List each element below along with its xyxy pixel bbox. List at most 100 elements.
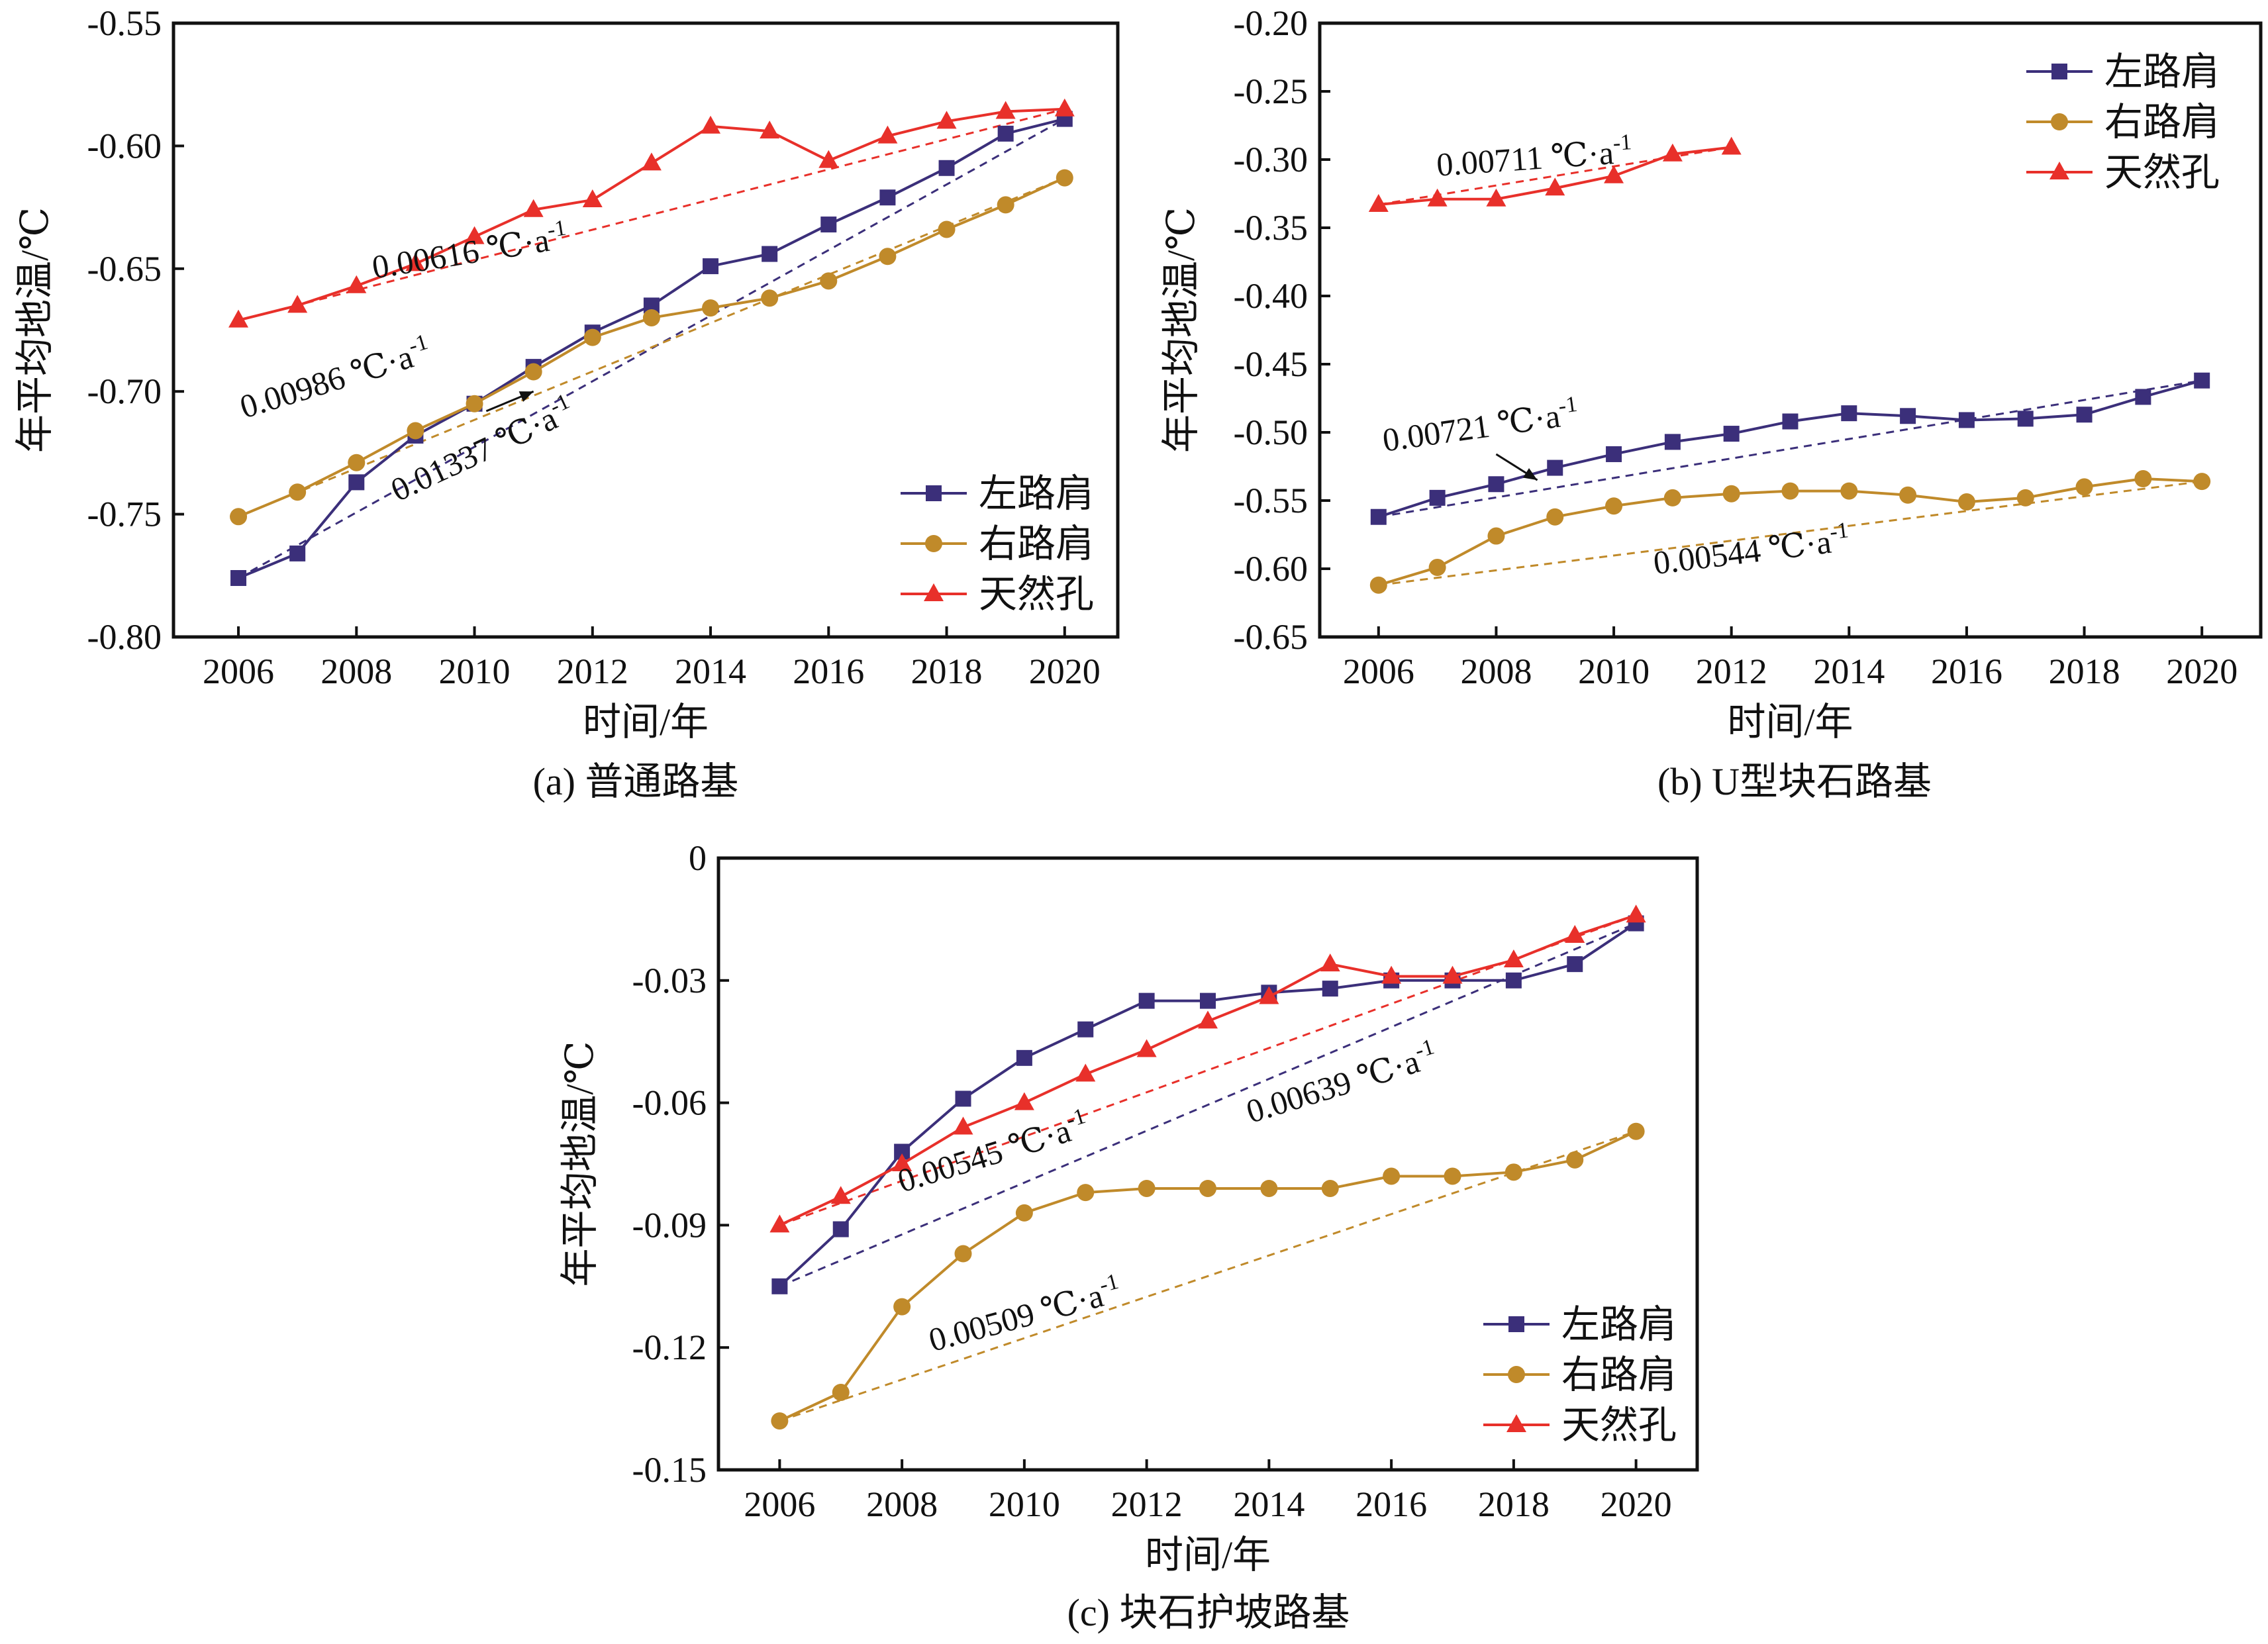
y-tick-label: -0.12: [632, 1328, 707, 1367]
data-point-right: [524, 363, 542, 381]
data-point-left: [1664, 434, 1681, 450]
data-point-left: [2076, 407, 2093, 423]
trend-rate-value: 0.00544 ℃·a: [1652, 523, 1834, 581]
data-point-left: [879, 189, 896, 206]
data-point-natural: [582, 189, 603, 207]
data-point-left: [1567, 956, 1583, 973]
data-point-natural: [769, 1214, 790, 1233]
data-point-natural: [1503, 949, 1524, 967]
data-point-natural: [228, 309, 249, 328]
data-point-right: [938, 220, 956, 238]
trend-rate-label: 0.00986 ℃·a-1: [235, 330, 436, 426]
data-point-natural: [1486, 188, 1506, 207]
plot-frame: [172, 21, 1120, 639]
data-point-left: [1958, 412, 1975, 428]
trend-rate-value: 0.00616 ℃·a: [370, 221, 552, 286]
legend-marker-left: [1508, 1316, 1524, 1332]
data-point-left: [1138, 992, 1155, 1009]
data-point-right: [832, 1383, 850, 1401]
y-tick-label: -0.80: [87, 617, 162, 657]
trend-rate-label: 0.00544 ℃·a-1: [1651, 518, 1851, 581]
trend-line-right: [238, 177, 1065, 518]
data-point-right: [2075, 478, 2093, 496]
annotation-arrowhead: [1522, 468, 1538, 481]
data-point-left: [2135, 389, 2151, 405]
data-point-right: [1444, 1167, 1461, 1185]
data-point-left: [1606, 446, 1622, 462]
data-point-right: [1957, 493, 1975, 511]
x-tick-label: 2020: [1601, 1484, 1672, 1524]
trend-rate-value: 0.00639 ℃·a: [1242, 1042, 1424, 1130]
y-tick-label: -0.65: [1234, 617, 1308, 657]
y-axis-label: 年平均地温/℃: [1159, 207, 1203, 453]
x-axis-label: 时间/年: [583, 701, 709, 744]
data-point-left: [1077, 1021, 1094, 1038]
y-tick-label: -0.09: [632, 1205, 707, 1245]
data-point-natural: [936, 111, 957, 129]
legend-label: 左路肩: [2104, 50, 2220, 93]
data-point-left: [1016, 1049, 1032, 1066]
data-point-right: [466, 395, 483, 412]
data-point-natural: [701, 115, 721, 134]
data-point-right: [1138, 1179, 1156, 1197]
x-tick-label: 2020: [1029, 652, 1101, 691]
data-point-left: [820, 217, 837, 233]
trend-rate-exponent: -1: [1828, 518, 1850, 544]
data-point-left: [938, 160, 955, 176]
x-tick-label: 2012: [1696, 652, 1767, 691]
data-point-natural: [1662, 143, 1683, 162]
y-tick-label: -0.75: [87, 495, 162, 534]
data-point-right: [1722, 485, 1740, 503]
x-tick-label: 2016: [1931, 652, 2002, 691]
legend-label: 天然孔: [2104, 151, 2220, 194]
data-point-left: [1200, 992, 1216, 1009]
x-tick-label: 2012: [1111, 1484, 1183, 1524]
plot-frame: [716, 856, 1699, 1472]
data-point-natural: [641, 152, 662, 171]
data-point-natural: [1565, 925, 1585, 943]
data-point-natural: [1427, 188, 1448, 207]
data-point-right: [702, 299, 720, 317]
data-point-right: [348, 454, 366, 471]
panel-a: -0.80 -0.75 -0.70 -0.65 -0.60 -0.55 2006 2008 20…: [13, 3, 1120, 803]
data-point-left: [1505, 972, 1522, 989]
data-point-right: [893, 1298, 911, 1316]
data-point-natural: [892, 1153, 912, 1171]
y-tick-label: -0.25: [1234, 72, 1308, 111]
data-point-right: [583, 328, 601, 346]
trend-rate-value: 0.00721 ℃·a: [1380, 397, 1562, 459]
y-tick-label: -0.45: [1234, 344, 1308, 384]
legend-label: 天然孔: [979, 573, 1094, 616]
y-tick-label: -0.40: [1234, 276, 1308, 316]
trend-rate-label: 0.00509 ℃·a-1: [924, 1269, 1125, 1359]
data-point-natural: [818, 150, 839, 168]
data-point-left: [771, 1278, 788, 1294]
trend-line-right: [779, 1130, 1637, 1422]
data-point-right: [1015, 1204, 1033, 1222]
x-tick-label: 2008: [320, 652, 392, 691]
data-point-left: [1370, 508, 1387, 525]
data-point-natural: [1054, 98, 1075, 117]
plot-frame: [1318, 21, 2263, 639]
x-tick-label: 2008: [1460, 652, 1532, 691]
data-point-left: [2017, 411, 2034, 427]
legend-marker-right: [2051, 113, 2068, 130]
data-point-right: [2193, 473, 2211, 491]
y-tick-label: -0.30: [1234, 140, 1308, 179]
y-tick-label: -0.50: [1234, 412, 1308, 452]
data-point-right: [2134, 470, 2152, 488]
legend-label: 右路肩: [2104, 101, 2220, 144]
x-tick-label: 2010: [989, 1484, 1060, 1524]
data-point-natural: [1442, 965, 1463, 984]
x-tick-label: 2006: [203, 652, 274, 691]
trend-rate-exponent: -1: [546, 216, 568, 243]
y-tick-label: -0.60: [87, 126, 162, 166]
y-tick-label: -0.55: [87, 3, 162, 43]
y-tick-label: -0.20: [1234, 3, 1308, 43]
data-point-natural: [830, 1186, 851, 1204]
data-point-right: [407, 422, 424, 440]
x-tick-label: 2018: [1478, 1484, 1550, 1524]
data-point-left: [832, 1221, 849, 1237]
